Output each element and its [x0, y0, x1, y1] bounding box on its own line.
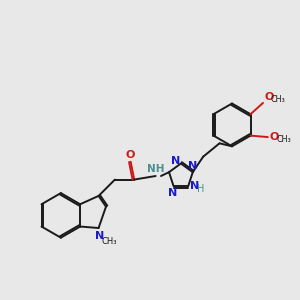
Text: N: N: [188, 160, 197, 171]
Text: CH₃: CH₃: [277, 135, 292, 144]
Text: N: N: [95, 231, 105, 241]
Text: H: H: [197, 184, 204, 194]
Text: N: N: [168, 188, 178, 198]
Text: O: O: [270, 132, 279, 142]
Text: NH: NH: [147, 164, 164, 174]
Text: N: N: [171, 156, 180, 166]
Text: O: O: [125, 150, 135, 160]
Text: CH₃: CH₃: [101, 237, 117, 246]
Text: CH₃: CH₃: [271, 95, 285, 104]
Text: N: N: [190, 181, 200, 191]
Text: O: O: [264, 92, 274, 102]
